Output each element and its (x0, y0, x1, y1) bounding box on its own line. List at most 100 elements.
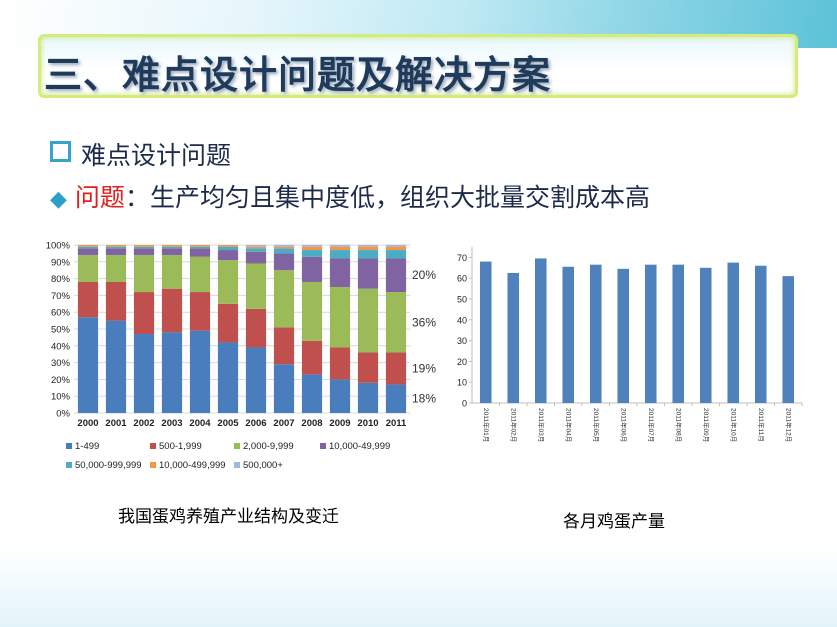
monthly-bar-chart-svg: 0 10 20 30 40 50 60 70 2011年01月 2011年02月 2011年03月 2… (457, 247, 803, 442)
diamond-bullet-icon: ◆ (50, 187, 67, 212)
legend-swatch (150, 443, 156, 449)
bar-segment (301, 281, 323, 341)
month-bar (562, 266, 575, 403)
bar-segment (273, 364, 295, 413)
bar-segment (161, 255, 183, 289)
x-tick-label: 2011年07月 (647, 408, 656, 442)
bar-segment (357, 288, 379, 353)
x-tick-label: 2011年12月 (784, 408, 793, 442)
bar-segment (189, 330, 211, 413)
bar-segment (133, 245, 155, 247)
bar-segment (189, 248, 211, 257)
bar-segment (217, 250, 239, 261)
x-tick-label: 2011年06月 (619, 408, 628, 442)
month-bar (672, 264, 685, 403)
x-tick-label: 2011年08月 (674, 408, 683, 442)
x-tick-label: 2011年09月 (702, 408, 711, 442)
x-tick-label: 2003 (161, 418, 182, 429)
monthly-bar-chart: 0 10 20 30 40 50 60 70 2011年01月 2011年02月 2011年03月 2… (456, 235, 812, 460)
month-bar (589, 264, 602, 403)
y-tick-label: 0% (56, 409, 70, 420)
bar-segment (329, 258, 351, 287)
bar-segment (301, 374, 323, 413)
problem-text: ：生产均匀且集中度低，组织大批量交割成本高 (124, 183, 650, 212)
bar-segment (385, 245, 407, 247)
x-tick-label: 2005 (217, 418, 239, 429)
bar-segment (357, 382, 379, 413)
bar-segment (329, 246, 351, 251)
bar-segment (245, 248, 267, 252)
right-chart-caption: 各月鸡蛋产量 (563, 512, 665, 532)
bar-segment (245, 308, 267, 348)
bar-segment (77, 246, 99, 249)
bar-segment (301, 250, 323, 257)
y-tick-label: 0 (462, 399, 467, 409)
bar-segment (245, 263, 267, 309)
x-tick-label: 2011年01月 (482, 408, 491, 442)
percent-annotation: 20% (412, 268, 436, 282)
problem-label: 问题 (74, 183, 125, 212)
bar-segment (273, 253, 295, 271)
bar-segment (161, 246, 183, 249)
y-tick-label: 50% (51, 325, 71, 336)
bar-segment (273, 245, 295, 247)
bar-segment (385, 250, 407, 259)
bar-segment (301, 256, 323, 282)
bar-segment (329, 250, 351, 259)
bar-segment (385, 352, 407, 385)
percent-annotation: 36% (412, 315, 436, 329)
legend-label: 50,000-999,999 (75, 460, 142, 471)
legend-swatch (234, 443, 240, 449)
bar-segment (385, 384, 407, 413)
month-bar (479, 261, 492, 403)
bar-segment (245, 246, 267, 249)
month-bar (507, 273, 520, 403)
bar-segment (77, 281, 99, 318)
y-tick-label: 60 (457, 274, 467, 284)
bar-segment (245, 245, 267, 247)
month-bar (727, 262, 740, 403)
y-tick-label: 20% (51, 375, 71, 386)
bar-segment (105, 245, 127, 247)
bar-segment (161, 332, 183, 413)
bullet-heading-text: 难点设计问题 (81, 141, 232, 170)
bar-segment (357, 246, 379, 251)
bar-segment (77, 248, 99, 256)
y-tick-label: 30% (51, 358, 71, 369)
y-tick-label: 60% (51, 308, 71, 319)
bar-segment (385, 258, 407, 293)
bar-segment (133, 334, 155, 413)
bar-segment (77, 245, 99, 247)
y-tick-label: 10 (457, 378, 467, 388)
month-bar (617, 268, 630, 403)
bar-segment (161, 288, 183, 333)
bar-segment (329, 347, 351, 380)
bar-segment (161, 245, 183, 247)
y-tick-label: 30 (457, 336, 467, 346)
bar-segment (245, 347, 267, 413)
bar-segment (189, 246, 211, 249)
bar-segment (105, 246, 127, 249)
bar-segment (133, 255, 155, 293)
bar-segment (189, 292, 211, 331)
x-tick-label: 2000 (77, 418, 98, 429)
bar-segment (385, 292, 407, 353)
bar-segment (357, 245, 379, 247)
slide-title: 三、难点设计问题及解决方案 (44, 53, 552, 97)
percent-annotation: 19% (412, 361, 436, 375)
legend-swatch (66, 443, 72, 449)
bar-segment (273, 270, 295, 328)
bar-segment (301, 340, 323, 375)
y-tick-label: 90% (51, 257, 71, 268)
bar-segment (217, 303, 239, 343)
legend-swatch (150, 462, 156, 468)
y-tick-label: 100% (46, 241, 71, 252)
legend-swatch (234, 462, 240, 468)
legend-label: 10,000-499,999 (159, 460, 226, 471)
x-tick-label: 2004 (189, 418, 211, 429)
bar-segment (329, 245, 351, 247)
legend-label: 1-499 (75, 441, 99, 452)
month-bar (782, 276, 795, 403)
percent-annotation: 18% (412, 392, 436, 406)
stacked-bar-chart: 0% 10% 20% 30% 40% 50% 60% 70% 80% 90% 100% 2000 200… (38, 233, 438, 481)
